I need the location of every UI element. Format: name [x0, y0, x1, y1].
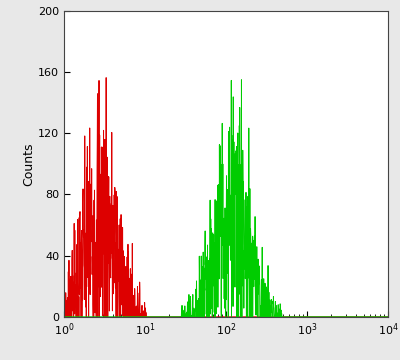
Y-axis label: Counts: Counts — [22, 142, 35, 185]
